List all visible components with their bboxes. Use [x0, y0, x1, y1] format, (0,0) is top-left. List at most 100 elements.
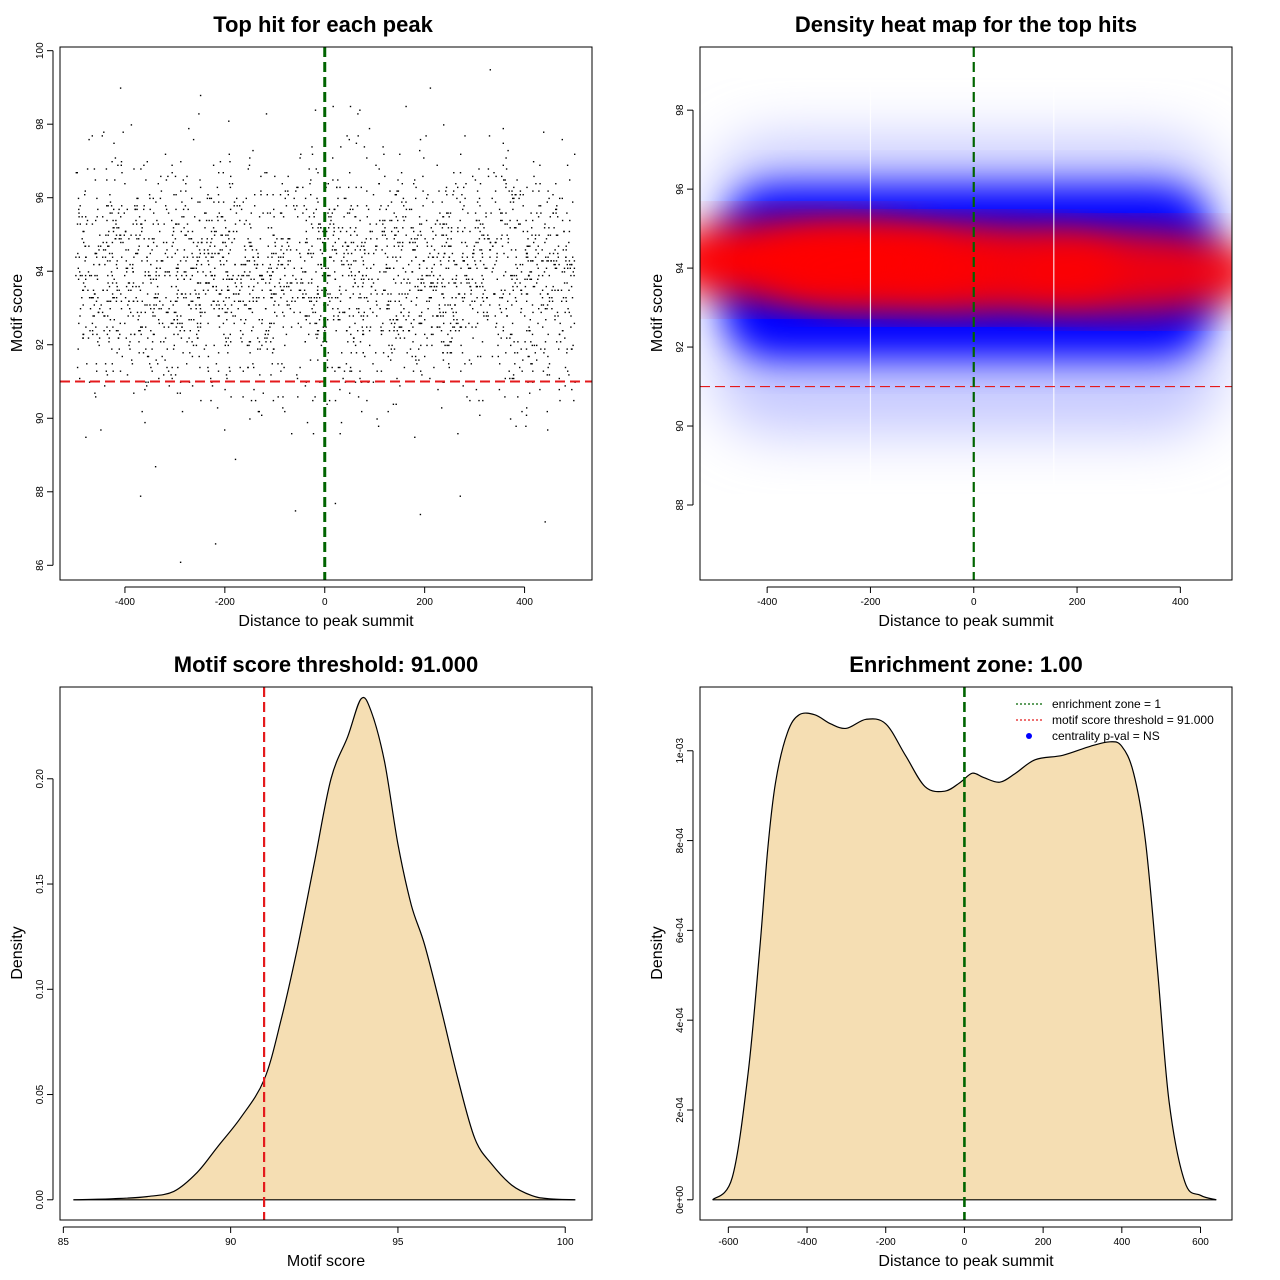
scatter-point [533, 285, 536, 288]
scatter-point [276, 267, 278, 269]
scatter-point [432, 289, 434, 291]
scatter-point [94, 179, 97, 181]
scatter-point [509, 227, 511, 229]
scatter-point [525, 219, 527, 222]
scatter-point [447, 304, 449, 306]
scatter-point [78, 212, 80, 214]
scatter-point [258, 216, 261, 218]
scatter-point [282, 216, 285, 218]
scatter-point [552, 212, 554, 214]
scatter-point [362, 319, 364, 321]
scatter-point [380, 330, 382, 332]
scatter-point [355, 142, 358, 144]
scatter-point [452, 315, 455, 317]
scatter-point [462, 208, 464, 211]
scatter-point [421, 311, 423, 314]
scatter-point [197, 241, 199, 244]
scatter-point [461, 256, 464, 258]
scatter-point [568, 374, 570, 376]
scatter-point [400, 304, 402, 306]
scatter-point [152, 241, 155, 244]
scatter-point [401, 201, 403, 203]
scatter-point [204, 311, 206, 314]
scatter-point [407, 315, 410, 317]
scatter-point [494, 190, 497, 192]
scatter-point [131, 267, 134, 269]
scatter-point [109, 319, 112, 321]
scatter-point [302, 271, 304, 273]
scatter-x-label: Distance to peak summit [238, 613, 414, 630]
scatter-point [290, 326, 293, 328]
scatter-point [543, 131, 545, 133]
scatter-point [414, 241, 416, 244]
scatter-point [278, 260, 280, 262]
scatter-point [235, 212, 238, 214]
scatter-point [396, 260, 398, 262]
scatter-point [187, 208, 189, 211]
scatter-point [107, 274, 109, 277]
scatter-point [325, 326, 327, 328]
scatter-point [310, 223, 313, 225]
scatter-point [207, 194, 209, 196]
scatter-point [459, 201, 461, 203]
scatter-point [302, 186, 304, 189]
scatter-point [331, 366, 333, 369]
scatter-point [573, 399, 575, 402]
scatter-point [531, 234, 533, 236]
scatter-point [137, 249, 140, 251]
scatter-point [315, 208, 317, 211]
scatter-point [376, 304, 378, 306]
scatter-point [253, 278, 255, 280]
scatter-point [312, 433, 315, 435]
scatter-point [346, 135, 348, 137]
scatter-point [320, 227, 322, 229]
scatter-point [105, 241, 108, 244]
scatter-point [171, 377, 173, 380]
scatter-point [478, 219, 480, 222]
scatter-point [207, 370, 210, 372]
heatmap-x-label: Distance to peak summit [878, 613, 1054, 630]
scatter-point [275, 252, 277, 255]
scatter-point [466, 396, 468, 398]
x-tick-label: -400 [797, 1237, 817, 1248]
scatter-point [155, 271, 157, 273]
scatter-point [494, 293, 496, 295]
scatter-point [393, 267, 395, 269]
scatter-point [539, 293, 542, 295]
scatter-point [320, 344, 323, 347]
scatter-point [75, 274, 77, 277]
scatter-point [352, 337, 355, 339]
scatter-point [526, 300, 528, 302]
scatter-point [322, 230, 324, 233]
scatter-point [493, 293, 495, 295]
scatter-point [562, 297, 565, 299]
scatter-point [357, 113, 359, 115]
scatter-point [548, 197, 550, 200]
scatter-point [198, 113, 200, 115]
scatter-point [183, 216, 185, 218]
scatter-point [149, 274, 151, 277]
scatter-point [481, 252, 483, 255]
scatter-point [547, 234, 549, 236]
scatter-point [310, 252, 312, 255]
legend-centrality-dot [1026, 733, 1032, 739]
scatter-point [234, 282, 236, 284]
scatter-point [449, 304, 451, 306]
scatter-point [85, 436, 87, 438]
scatter-point [415, 186, 417, 189]
scatter-point [355, 227, 357, 229]
scatter-point [464, 274, 466, 277]
scatter-point [453, 172, 455, 174]
scatter-point [343, 216, 345, 218]
scatter-point [127, 249, 130, 251]
scatter-point [120, 241, 122, 244]
scatter-point [395, 227, 398, 229]
scatter-point [293, 197, 295, 200]
scatter-point [536, 212, 538, 214]
scatter-point [218, 304, 220, 306]
scatter-point [402, 197, 405, 200]
scatter-point [430, 297, 432, 299]
scatter-point [138, 341, 140, 343]
scatter-point [163, 341, 165, 343]
scatter-point [497, 344, 499, 347]
